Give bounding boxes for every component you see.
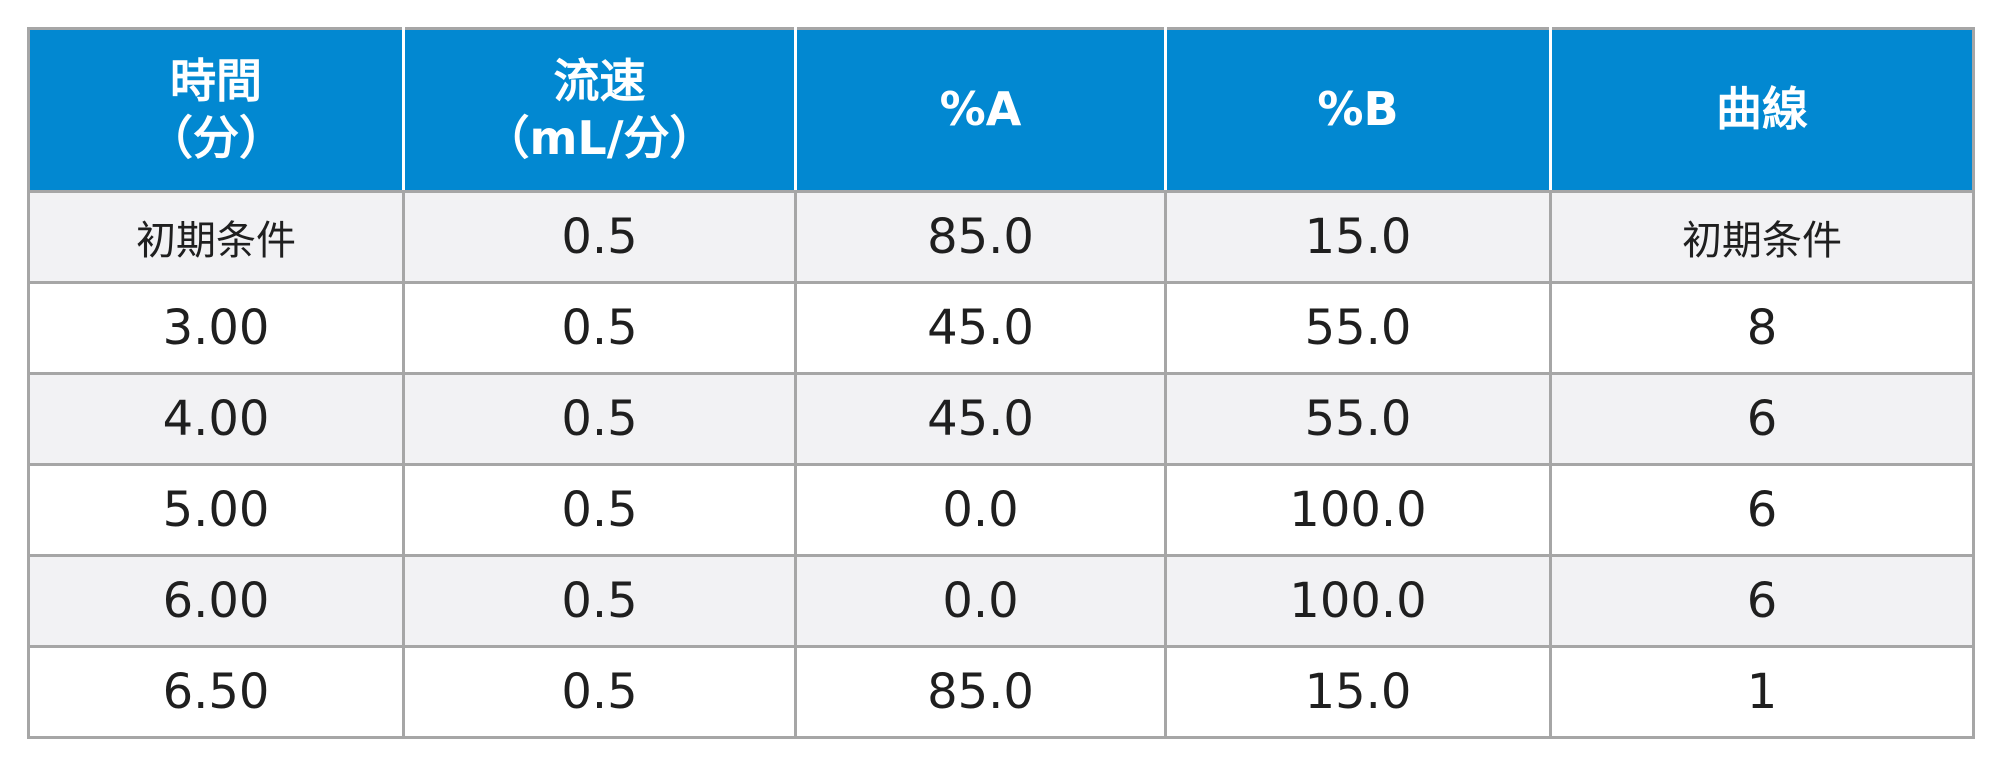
cell-flow: 0.5 [402,372,797,466]
cell-percent-a: 45.0 [794,372,1167,466]
table-row: 初期条件 0.5 85.0 15.0 初期条件 [27,190,1975,284]
table-row: 3.00 0.5 45.0 55.0 8 [27,281,1975,375]
cell-curve: 初期条件 [1549,190,1975,284]
table-row: 4.00 0.5 45.0 55.0 6 [27,372,1975,466]
cell-percent-a: 85.0 [794,190,1167,284]
cell-percent-a: 0.0 [794,463,1167,557]
gradient-table: 時間 （分） 流速 （mL/分） %A %B 曲線 初期条件 0.5 85.0 … [27,27,1975,739]
cell-percent-a: 45.0 [794,281,1167,375]
cell-curve: 8 [1549,281,1975,375]
header-percent-a: %A [794,27,1167,193]
header-time-label: 時間 [170,53,262,108]
cell-percent-b: 55.0 [1164,281,1552,375]
cell-time: 3.00 [27,281,405,375]
header-flow-label: 流速 [553,53,646,108]
cell-time: 5.00 [27,463,405,557]
table-row: 6.50 0.5 85.0 15.0 1 [27,645,1975,739]
table-row: 5.00 0.5 0.0 100.0 6 [27,463,1975,557]
header-time-unit: （分） [147,111,285,165]
cell-curve: 6 [1549,463,1975,557]
cell-percent-a: 85.0 [794,645,1167,739]
cell-curve: 6 [1549,554,1975,648]
cell-percent-b: 100.0 [1164,554,1552,648]
header-row: 時間 （分） 流速 （mL/分） %A %B 曲線 [27,27,1975,193]
cell-flow: 0.5 [402,281,797,375]
cell-percent-a: 0.0 [794,554,1167,648]
cell-time: 6.50 [27,645,405,739]
cell-time: 6.00 [27,554,405,648]
header-percent-b: %B [1164,27,1552,193]
cell-time: 4.00 [27,372,405,466]
cell-percent-b: 55.0 [1164,372,1552,466]
cell-curve: 6 [1549,372,1975,466]
table-row: 6.00 0.5 0.0 100.0 6 [27,554,1975,648]
cell-percent-b: 15.0 [1164,645,1552,739]
header-percent-a-label: %A [939,82,1022,137]
cell-flow: 0.5 [402,190,797,284]
header-flow: 流速 （mL/分） [402,27,797,193]
cell-time: 初期条件 [27,190,405,284]
header-flow-unit: （mL/分） [483,111,716,165]
header-time: 時間 （分） [27,27,405,193]
cell-percent-b: 15.0 [1164,190,1552,284]
cell-curve: 1 [1549,645,1975,739]
cell-percent-b: 100.0 [1164,463,1552,557]
cell-flow: 0.5 [402,645,797,739]
cell-flow: 0.5 [402,463,797,557]
cell-flow: 0.5 [402,554,797,648]
header-percent-b-label: %B [1317,82,1399,137]
header-curve-label: 曲線 [1716,82,1808,137]
header-curve: 曲線 [1549,27,1975,193]
